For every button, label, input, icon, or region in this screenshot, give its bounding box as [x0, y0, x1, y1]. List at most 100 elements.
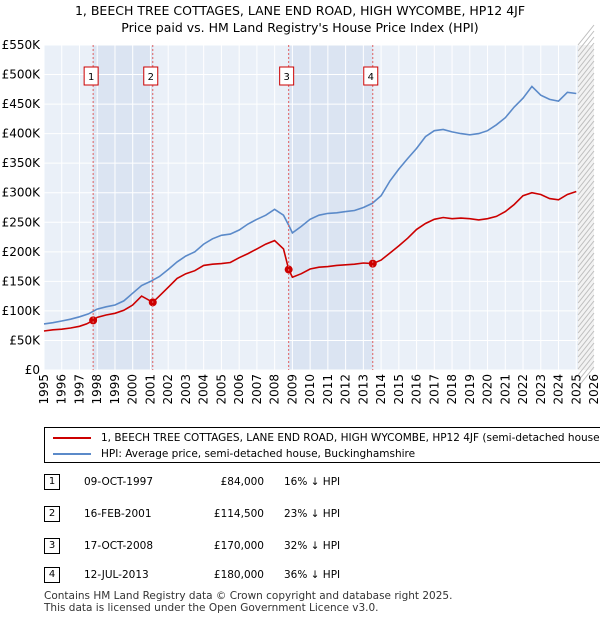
x-tick-label: 2019	[463, 374, 477, 405]
x-tick-label: 2014	[374, 374, 388, 405]
x-tick-label: 2021	[498, 374, 512, 405]
sale-point	[89, 316, 98, 325]
sale-point	[368, 259, 377, 268]
sale-number-box	[363, 66, 379, 86]
sale-number-label: 3	[283, 72, 289, 83]
forecast-hatch	[577, 96, 595, 118]
forecast-hatch	[577, 348, 595, 370]
y-tick-label: £400K	[2, 127, 42, 141]
forecast-hatch	[577, 306, 595, 328]
y-tick-label: £500K	[2, 68, 42, 82]
forecast-hatch	[577, 354, 595, 376]
forecast-hatch	[577, 36, 595, 58]
forecast-hatch	[577, 294, 595, 316]
x-tick-label: 2023	[534, 374, 548, 405]
y-tick-label: £450K	[2, 97, 42, 111]
x-tick-label: 2002	[161, 374, 175, 405]
transaction-date: 12-JUL-2013	[84, 569, 149, 581]
legend-swatch-property	[53, 437, 91, 439]
sale-number-box	[143, 66, 159, 86]
forecast-hatch	[577, 330, 595, 352]
transaction-hpi: 36% ↓ HPI	[284, 569, 341, 581]
forecast-hatch	[577, 228, 595, 250]
forecast-hatch	[577, 132, 595, 154]
x-tick-label: 2013	[356, 374, 370, 405]
legend-label-property: 1, BEECH TREE COTTAGES, LANE END ROAD, H…	[101, 432, 600, 444]
x-tick-label: 1996	[55, 374, 69, 405]
x-tick-label: 2006	[232, 374, 246, 405]
sale-number-label: 2	[148, 72, 154, 83]
x-tick-label: 1995	[37, 374, 51, 405]
forecast-hatch	[577, 276, 595, 298]
forecast-hatch	[577, 240, 595, 262]
transaction-price: £170,000	[213, 540, 264, 552]
legend-label-hpi: HPI: Average price, semi-detached house,…	[101, 448, 416, 460]
y-tick-label: £100K	[2, 304, 42, 318]
forecast-hatch	[577, 60, 595, 82]
x-tick-label: 2016	[410, 374, 424, 405]
price-chart: 1 2 3 4 £0 £50K £100K £150K £200K £250K £300K £350…	[2, 24, 600, 405]
forecast-hatch	[577, 324, 595, 346]
x-tick-label: 2001	[143, 374, 157, 405]
x-tick-label: 1997	[72, 374, 86, 405]
ownership-shade	[93, 45, 153, 370]
transaction-number: 2	[44, 506, 60, 522]
forecast-hatch	[577, 360, 595, 382]
forecast-hatch	[577, 270, 595, 292]
footer-line-2: This data is licensed under the Open Gov…	[44, 602, 379, 614]
forecast-hatch	[577, 264, 595, 286]
transaction-number: 3	[44, 538, 60, 554]
forecast-hatch	[577, 162, 595, 184]
x-tick-label: 2004	[197, 374, 211, 405]
x-tick-label: 2026	[587, 374, 600, 405]
legend-item-hpi: HPI: Average price, semi-detached house,…	[45, 446, 600, 462]
forecast-hatch	[577, 24, 595, 46]
forecast-hatch	[577, 366, 595, 388]
forecast-hatch	[577, 108, 595, 130]
forecast-hatch	[577, 90, 595, 112]
transaction-date: 16-FEB-2001	[84, 508, 152, 520]
series-line-hpi	[43, 85, 577, 325]
forecast-hatch	[577, 54, 595, 76]
forecast-hatch	[577, 102, 595, 124]
forecast-hatch	[577, 84, 595, 106]
x-tick-label: 2018	[445, 374, 459, 405]
transaction-date: 17-OCT-2008	[84, 540, 153, 552]
legend-item-property: 1, BEECH TREE COTTAGES, LANE END ROAD, H…	[45, 430, 600, 446]
x-tick-label: 2017	[427, 374, 441, 405]
sale-number-box	[83, 66, 99, 86]
footer-line-1: Contains HM Land Registry data © Crown c…	[44, 590, 453, 602]
transaction-price: £180,000	[213, 569, 264, 581]
forecast-hatch	[577, 120, 595, 142]
forecast-hatch	[577, 150, 595, 172]
forecast-hatch	[577, 234, 595, 256]
x-tick-label: 2020	[481, 374, 495, 405]
series-line-property	[43, 190, 577, 332]
forecast-hatch	[577, 138, 595, 160]
forecast-hatch	[577, 288, 595, 310]
x-tick-label: 2003	[179, 374, 193, 405]
x-tick-label: 1998	[90, 374, 104, 405]
x-tick-label: 2015	[392, 374, 406, 405]
forecast-hatch	[577, 204, 595, 226]
y-tick-label: £200K	[2, 245, 42, 259]
x-tick-label: 2012	[339, 374, 353, 405]
title-line-2: Price paid vs. HM Land Registry's House …	[121, 20, 479, 35]
forecast-hatch	[577, 114, 595, 136]
forecast-hatch	[577, 300, 595, 322]
legend: 1, BEECH TREE COTTAGES, LANE END ROAD, H…	[44, 427, 600, 463]
x-tick-label: 2000	[126, 374, 140, 405]
transaction-date: 09-OCT-1997	[84, 476, 153, 488]
forecast-hatch	[577, 216, 595, 238]
y-tick-label: £150K	[2, 274, 42, 288]
x-tick-label: 2024	[552, 374, 566, 405]
forecast-hatch	[577, 258, 595, 280]
forecast-hatch	[577, 222, 595, 244]
transaction-price: £114,500	[213, 508, 264, 520]
x-tick-label: 2009	[285, 374, 299, 405]
x-tick-label: 2007	[250, 374, 264, 405]
forecast-hatch	[577, 186, 595, 208]
forecast-hatch	[577, 30, 595, 52]
forecast-hatch	[577, 252, 595, 274]
forecast-hatch	[577, 48, 595, 70]
